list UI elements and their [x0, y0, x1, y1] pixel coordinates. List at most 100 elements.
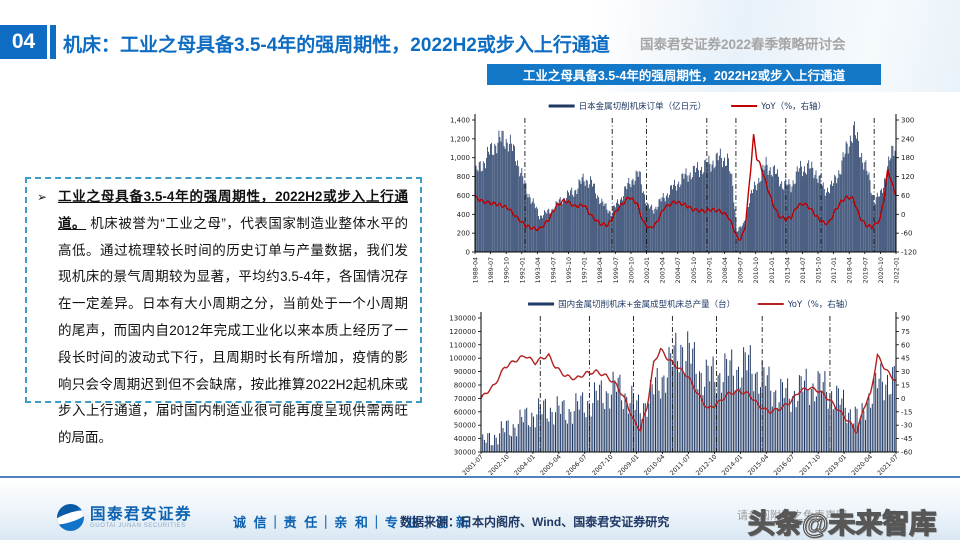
svg-text:2015-04: 2015-04 — [747, 453, 771, 477]
svg-text:70000: 70000 — [454, 395, 476, 403]
summary-lead: 工业之母具备3.5-4年的强周期性，2022H2或步入上行通道。 — [58, 189, 408, 231]
svg-text:2011-07: 2011-07 — [669, 453, 693, 477]
svg-text:100000: 100000 — [449, 355, 476, 363]
svg-text:2007-10: 2007-10 — [591, 453, 615, 477]
summary-textbox: ➢ 工业之母具备3.5-4年的强周期性，2022H2或步入上行通道。 机床被誉为… — [25, 177, 422, 445]
chart-domestic-machine-tool-production: 30000 40000 50000 60000 70000 80000 90000 10000… — [435, 292, 930, 492]
svg-text:2009-07: 2009-07 — [738, 257, 745, 283]
svg-text:2002-01: 2002-01 — [644, 257, 651, 283]
svg-text:-60: -60 — [901, 230, 912, 238]
svg-text:2017-10: 2017-10 — [799, 453, 823, 477]
svg-text:1994-07: 1994-07 — [550, 257, 557, 283]
svg-text:2002-10: 2002-10 — [487, 453, 511, 477]
svg-text:90: 90 — [901, 315, 910, 323]
svg-text:2021-07: 2021-07 — [876, 453, 900, 477]
svg-text:2020-04: 2020-04 — [850, 453, 874, 477]
header-watermark: 国泰君安证券2022春季策略研讨会 — [640, 37, 846, 52]
svg-text:50000: 50000 — [454, 422, 476, 430]
svg-text:1995-10: 1995-10 — [566, 257, 573, 283]
page-title: 机床：工业之母具备3.5-4年的强周期性，2022H2或步入上行通道 — [63, 35, 610, 56]
svg-text:2014-01: 2014-01 — [721, 453, 745, 477]
svg-text:2005-04: 2005-04 — [539, 453, 563, 477]
svg-text:-45: -45 — [901, 435, 912, 443]
chart-section-banner: 工业之母具备3.5-4年的强周期性，2022H2或步入上行通道 — [487, 64, 881, 85]
svg-text:1,200: 1,200 — [450, 135, 470, 143]
svg-text:-120: -120 — [901, 249, 917, 257]
svg-text:2012-10: 2012-10 — [695, 453, 719, 477]
svg-text:2018-04: 2018-04 — [847, 257, 854, 283]
svg-text:1989-07: 1989-07 — [488, 257, 495, 283]
svg-text:2019-01: 2019-01 — [824, 453, 848, 477]
svg-text:2015-10: 2015-10 — [816, 257, 823, 283]
background-bottom-band — [0, 478, 960, 540]
title-accent-bar — [50, 25, 56, 59]
svg-text:1,000: 1,000 — [450, 154, 470, 162]
footer-slogan: 诚 信｜责 任｜亲 和｜专 业｜创 新 — [233, 515, 472, 530]
disclaimer-note: 请参阅附注之免责声明 — [737, 510, 847, 522]
svg-text:0: 0 — [901, 211, 905, 219]
logo-english-name: GUOTAI JUNAN SECURITIES — [90, 522, 186, 529]
svg-text:0: 0 — [901, 395, 905, 403]
svg-text:80000: 80000 — [454, 382, 476, 390]
svg-text:40000: 40000 — [454, 435, 476, 443]
svg-text:60: 60 — [901, 341, 910, 349]
logo-globe-icon — [57, 504, 84, 531]
svg-text:YoY（%，右轴）: YoY（%，右轴） — [787, 299, 853, 310]
svg-text:1993-04: 1993-04 — [535, 257, 542, 283]
svg-text:120000: 120000 — [449, 328, 476, 336]
svg-text:2003-04: 2003-04 — [660, 257, 667, 283]
footer-divider — [0, 476, 960, 478]
svg-text:2012-01: 2012-01 — [769, 257, 776, 283]
svg-text:2010-04: 2010-04 — [643, 453, 667, 477]
svg-text:2008-04: 2008-04 — [722, 257, 729, 283]
svg-text:2000-10: 2000-10 — [628, 257, 635, 283]
svg-text:2016-07: 2016-07 — [773, 453, 797, 477]
svg-text:-30: -30 — [901, 422, 912, 430]
svg-text:1,400: 1,400 — [450, 117, 470, 125]
svg-text:1988-04: 1988-04 — [473, 257, 480, 283]
section-number: 04 — [0, 25, 47, 59]
svg-text:600: 600 — [457, 192, 470, 200]
svg-text:75: 75 — [901, 328, 910, 336]
svg-text:国内金属切削机床+金属成型机床总产量（台）: 国内金属切削机床+金属成型机床总产量（台） — [558, 299, 735, 310]
svg-text:30: 30 — [901, 368, 910, 376]
svg-text:800: 800 — [457, 173, 470, 181]
data-source-note: 数据来源：日本内阁府、Wind、国泰君安证券研究 — [400, 515, 670, 529]
svg-text:1997-01: 1997-01 — [582, 257, 589, 283]
svg-text:400: 400 — [457, 211, 470, 219]
svg-text:2007-01: 2007-01 — [706, 257, 713, 283]
svg-text:60: 60 — [901, 192, 910, 200]
svg-text:-60: -60 — [901, 449, 912, 457]
summary-paragraph: ➢ 工业之母具备3.5-4年的强周期性，2022H2或步入上行通道。 机床被誉为… — [37, 184, 408, 452]
svg-text:110000: 110000 — [449, 341, 476, 349]
chart-japan-machine-tool-orders: 0 200 400 600 800 1,000 1,200 1,400 -120 -60 0 60 12… — [435, 94, 930, 290]
svg-text:2014-07: 2014-07 — [800, 257, 807, 283]
svg-text:2017-01: 2017-01 — [831, 257, 838, 283]
svg-text:2022-01: 2022-01 — [894, 257, 901, 283]
svg-text:45: 45 — [901, 355, 910, 363]
svg-text:15: 15 — [901, 382, 910, 390]
logo-chinese-name: 国泰君安证券 — [90, 505, 193, 523]
svg-text:130000: 130000 — [449, 315, 476, 323]
svg-text:日本金属切削机床订单（亿日元）: 日本金属切削机床订单（亿日元） — [579, 101, 707, 112]
svg-text:2020-10: 2020-10 — [878, 257, 885, 283]
svg-text:-15: -15 — [901, 408, 912, 416]
svg-text:YoY（%，右轴）: YoY（%，右轴） — [760, 101, 826, 112]
company-logo: 国泰君安证券 GUOTAI JUNAN SECURITIES — [57, 504, 192, 531]
svg-text:60000: 60000 — [454, 408, 476, 416]
svg-text:2004-01: 2004-01 — [513, 453, 537, 477]
svg-text:200: 200 — [457, 230, 470, 238]
svg-text:90000: 90000 — [454, 368, 476, 376]
svg-text:2006-07: 2006-07 — [565, 453, 589, 477]
svg-text:2005-10: 2005-10 — [691, 257, 698, 283]
svg-text:240: 240 — [901, 135, 914, 143]
svg-text:300: 300 — [901, 117, 914, 125]
bullet-arrow-icon: ➢ — [37, 190, 48, 204]
svg-text:0: 0 — [466, 249, 470, 257]
svg-text:1992-01: 1992-01 — [519, 257, 526, 283]
svg-text:2004-07: 2004-07 — [675, 257, 682, 283]
svg-text:1998-04: 1998-04 — [597, 257, 604, 283]
svg-text:2019-07: 2019-07 — [862, 257, 869, 283]
summary-body: 机床被誉为“工业之母”，代表国家制造业整体水平的高低。通过梳理较长时间的历史订单… — [58, 215, 408, 446]
